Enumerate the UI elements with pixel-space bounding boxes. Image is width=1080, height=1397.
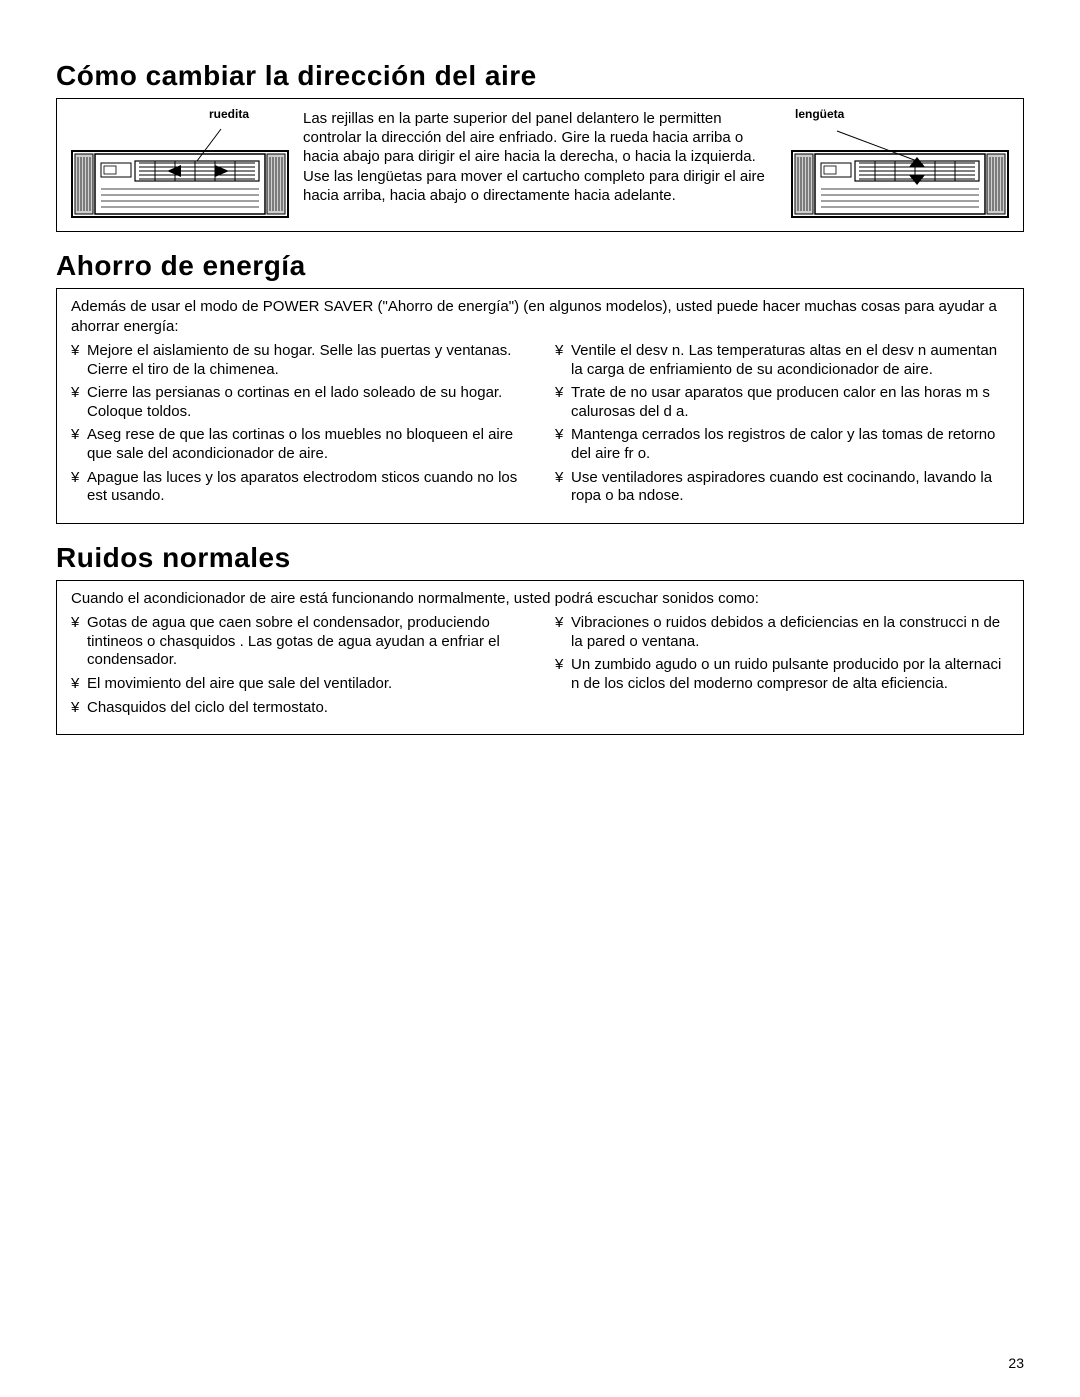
- list-item: Apague las luces y los aparatos electrod…: [71, 469, 525, 506]
- list-item: Aseg rese de que las cortinas o los mueb…: [71, 426, 525, 463]
- section3-intro: Cuando el acondicionador de aire está fu…: [71, 589, 1009, 609]
- list-item: Mejore el aislamiento de su hogar. Selle…: [71, 342, 525, 379]
- label-lengueta: lengüeta: [791, 107, 844, 121]
- section3-title: Ruidos normales: [56, 542, 1024, 574]
- section1-box: ruedita: [56, 98, 1024, 232]
- section1-body: Las rejillas en la parte superior del pa…: [303, 107, 777, 205]
- list-item: Mantenga cerrados los registros de calor…: [555, 426, 1009, 463]
- label-ruedita: ruedita: [209, 107, 289, 121]
- list-item: Trate de no usar aparatos que producen c…: [555, 384, 1009, 421]
- section3-right-list: Vibraciones o ruidos debidos a deficienc…: [555, 614, 1009, 693]
- section3-left-list: Gotas de agua que caen sobre el condensa…: [71, 614, 525, 717]
- page-number: 23: [1008, 1355, 1024, 1371]
- list-item: Un zumbido agudo o un ruido pulsante pro…: [555, 656, 1009, 693]
- section2-title: Ahorro de energía: [56, 250, 1024, 282]
- section1-title: Cómo cambiar la dirección del aire: [56, 60, 1024, 92]
- list-item: Chasquidos del ciclo del termostato.: [71, 699, 525, 718]
- list-item: Vibraciones o ruidos debidos a deficienc…: [555, 614, 1009, 651]
- list-item: El movimiento del aire que sale del vent…: [71, 675, 525, 694]
- list-item: Cierre las persianas o cortinas en el la…: [71, 384, 525, 421]
- list-item: Use ventiladores aspiradores cuando est …: [555, 469, 1009, 506]
- ac-diagram-right: [791, 123, 1009, 219]
- section2-box: Además de usar el modo de POWER SAVER ("…: [56, 288, 1024, 524]
- section2-intro: Además de usar el modo de POWER SAVER ("…: [71, 297, 1009, 336]
- list-item: Gotas de agua que caen sobre el condensa…: [71, 614, 525, 670]
- list-item: Ventile el desv n. Las temperaturas alta…: [555, 342, 1009, 379]
- section2-right-list: Ventile el desv n. Las temperaturas alta…: [555, 342, 1009, 506]
- ac-diagram-left: [71, 123, 289, 219]
- diagram-right-cell: lengüeta: [791, 107, 1009, 219]
- section3-box: Cuando el acondicionador de aire está fu…: [56, 580, 1024, 735]
- diagram-left-cell: ruedita: [71, 107, 289, 219]
- section2-left-list: Mejore el aislamiento de su hogar. Selle…: [71, 342, 525, 506]
